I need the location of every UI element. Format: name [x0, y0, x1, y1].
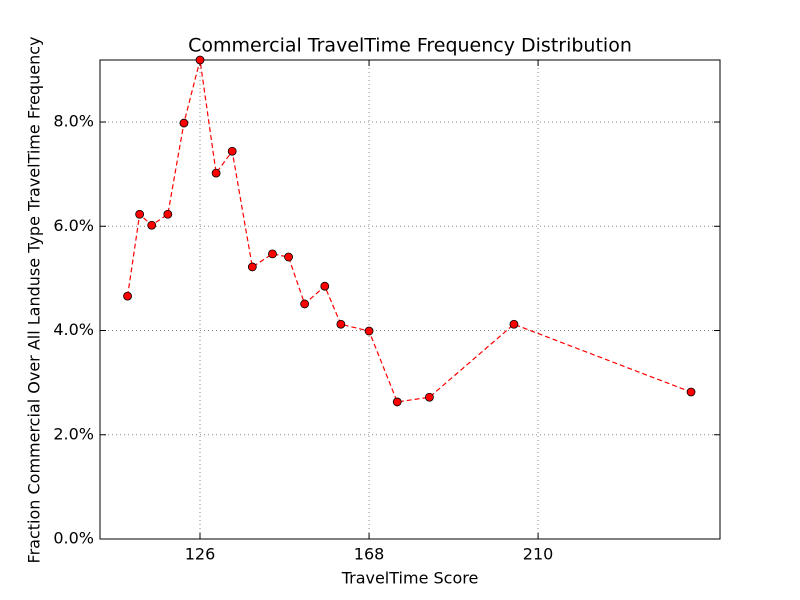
data-point: [364, 326, 374, 336]
data-point: [268, 249, 277, 259]
y-tick-label: 4.0%: [53, 320, 94, 339]
data-point: [284, 252, 293, 262]
y-tick-label: 0.0%: [53, 529, 94, 548]
data-point: [179, 118, 189, 128]
y-axis-label: Fraction Commercial Over All Landuse Typ…: [25, 37, 44, 564]
x-axis-label: TravelTime Score: [341, 569, 479, 588]
y-tick-label: 8.0%: [53, 112, 94, 131]
data-point: [300, 299, 310, 309]
plot-frame: [99, 59, 721, 540]
data-point: [163, 209, 173, 219]
x-tick-label: 126: [185, 545, 216, 564]
data-point: [320, 281, 330, 291]
y-tick-label: 2.0%: [53, 424, 94, 443]
data-point: [195, 55, 205, 65]
y-tick-label: 6.0%: [53, 216, 94, 235]
data-point: [392, 397, 402, 407]
data-point: [211, 168, 221, 178]
data-point: [147, 220, 157, 230]
data-point: [336, 319, 346, 329]
data-point: [123, 291, 132, 301]
data-point: [686, 387, 696, 397]
chart-title: Commercial TravelTime Frequency Distribu…: [188, 35, 632, 57]
data-point: [247, 262, 257, 272]
x-tick-label: 210: [523, 545, 554, 564]
data-point: [135, 209, 145, 219]
data-point: [509, 319, 519, 329]
data-point: [425, 392, 434, 402]
x-tick-label: 168: [354, 545, 385, 564]
data-point: [227, 146, 237, 156]
